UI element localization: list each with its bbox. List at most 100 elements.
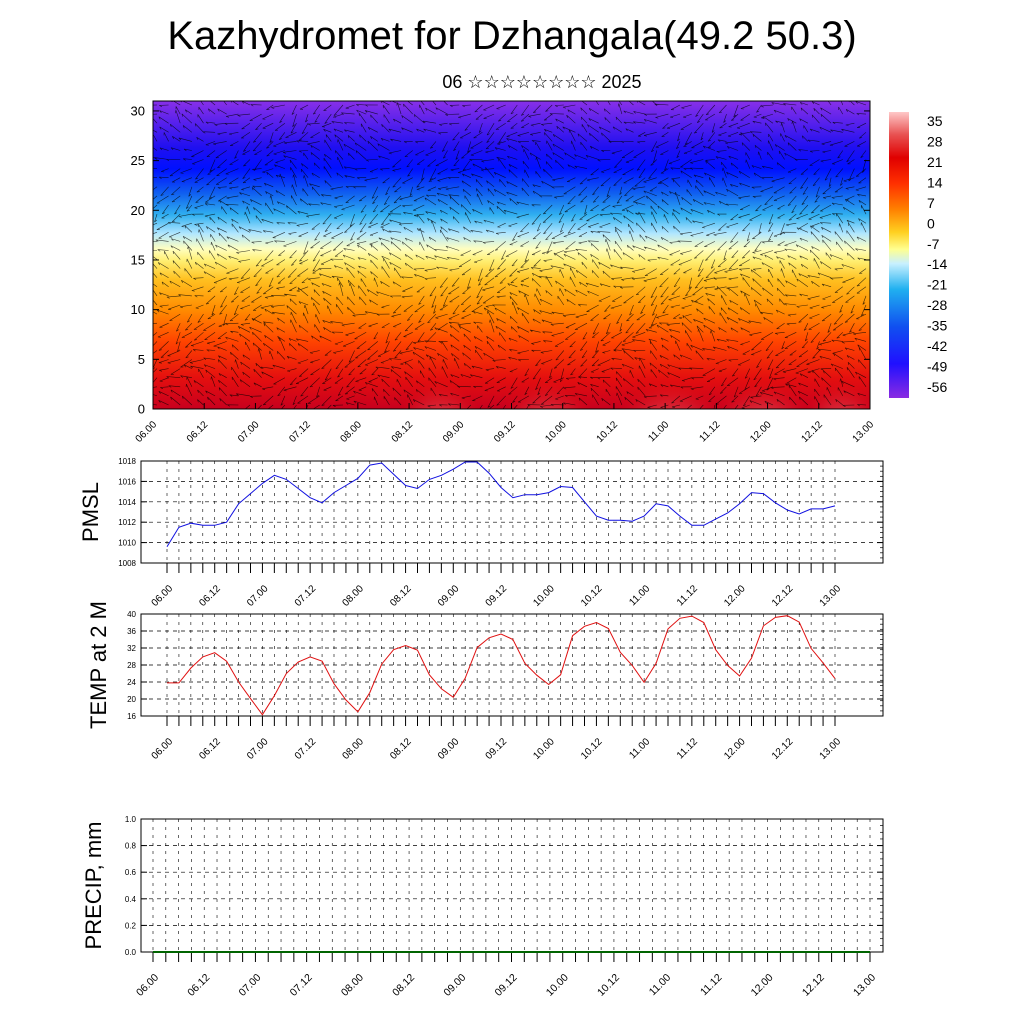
x-tick-label: 10.12 [579,583,605,609]
colorbar-labels: 35 28 21 14 7 0 -7 -14 -21 -28 -35 -42 -49 -56 [927,113,947,395]
heatmap-x-tick-label: 07.00 [236,419,262,445]
x-tick-label: 12.12 [800,972,827,999]
x-tick-label: 10.12 [579,736,605,762]
warm-area-3 [711,328,814,409]
y-tick-label: 1008 [118,559,136,568]
x-tick-label: 06.12 [197,736,223,762]
x-tick-label: 08.12 [390,972,417,999]
colorbar-label: 35 [927,113,943,129]
chart-subtitle: 06 ☆☆☆☆☆☆☆☆ 2025 [442,72,642,92]
x-tick-label: 11.00 [627,583,652,608]
x-tick-label: 07.00 [245,736,271,762]
panel-frame [140,460,884,564]
y-tick-label: 0.2 [125,921,137,930]
y-tick-label: 0.4 [125,895,137,904]
heatmap-x-tick-label: 06.12 [185,419,211,445]
x-tick-label: 08.00 [341,583,367,609]
x-tick-label: 08.12 [388,583,414,609]
x-tick-label: 09.00 [441,972,468,999]
heatmap-x-tick-label: 06.00 [134,419,160,445]
heatmap-x-tick-label: 12.00 [748,419,774,445]
x-tick-label: 09.12 [484,583,510,609]
heatmap-x-tick-label: 08.00 [339,419,365,445]
heatmap-x-tick-label: 10.12 [595,419,621,445]
colorbar-label: 28 [927,133,943,149]
heatmap-y-tick-label: 10 [131,302,145,317]
x-tick-label: 10.00 [544,972,571,999]
warm-area-2 [614,328,725,409]
y-tick-label: 0.8 [125,842,137,851]
precip-panel: 1.0 0.8 0.6 0.4 0.2 0.0 06.00 06.12 07.00 07.12 08… [81,815,884,999]
x-tick-label: 06.00 [150,583,176,609]
y-tick-label: 0.6 [125,868,137,877]
colorbar-label: -21 [927,277,947,293]
y-tick-label: 1012 [118,518,136,527]
heatmap-x-tick-label: 09.12 [492,419,518,445]
series-line [166,461,836,547]
colorbar-label: 14 [927,174,943,190]
x-tick-label: 13.00 [818,583,844,609]
y-tick-label: 16 [127,712,136,721]
x-tick-label: 07.12 [293,736,319,762]
colorbar-label: -7 [927,236,940,252]
y-tick-label: 1.0 [125,815,137,824]
warm-surface-areas [396,328,870,409]
x-tick-label: 07.12 [288,972,315,999]
x-tick-label: 11.00 [627,736,652,761]
heatmap-x-tick-label: 13.00 [851,419,877,445]
colorbar-label: 7 [927,195,935,211]
heatmap-x-tick-label: 08.12 [390,419,416,445]
y-tick-label: 36 [127,627,136,636]
x-tick-label: 08.00 [341,736,367,762]
colorbar-ramp [889,112,909,398]
x-tick-label: 07.00 [236,972,263,999]
heatmap-panel: 0 5 10 15 20 25 30 06.00 06.12 07.00 07.12 08.00 08.… [131,100,877,445]
x-tick-label: 12.12 [770,583,796,609]
series-line [167,615,836,716]
heatmap-x-tick-label: 12.12 [799,419,825,445]
heatmap-y-tick-label: 25 [131,153,145,168]
y-tick-label: 0.0 [125,948,137,957]
wind-vector-field [153,101,867,409]
colorbar-label: -14 [927,256,947,272]
y-tick-label: 24 [127,678,136,687]
x-tick-label: 06.12 [185,972,212,999]
x-tick-label: 06.00 [150,736,176,762]
y-tick-label: 20 [127,695,136,704]
heatmap-x-tick-label: 11.12 [698,419,723,444]
x-tick-label: 13.00 [851,972,878,999]
x-tick-label: 09.00 [436,583,462,609]
x-tick-label: 11.12 [675,736,700,761]
heatmap-y-tick-label: 5 [138,352,145,367]
x-tick-label: 11.00 [647,972,674,999]
heatmap-y-tick-label: 15 [131,252,145,267]
x-tick-label: 12.00 [722,736,748,762]
y-axis-title: TEMP at 2 M [86,601,111,729]
y-tick-label: 40 [127,610,136,619]
x-tick-label: 13.00 [818,736,844,762]
x-tick-label: 11.12 [675,583,700,608]
panel-frame [140,818,884,953]
x-tick-label: 06.12 [197,583,223,609]
x-tick-label: 08.12 [388,736,414,762]
y-tick-label: 1010 [118,539,136,548]
heatmap-x-tick-label: 07.12 [287,419,313,445]
x-tick-label: 09.12 [484,736,510,762]
colorbar: 35 28 21 14 7 0 -7 -14 -21 -28 -35 -42 -49 -56 [889,112,947,398]
x-tick-label: 10.00 [531,736,557,762]
colorbar-label: -42 [927,338,947,354]
warm-area-1 [500,328,595,409]
heatmap-y-tick-label: 30 [131,103,145,118]
heatmap-x-tick-label: 11.00 [646,419,671,444]
chart-title: Kazhydromet for Dzhangala(49.2 50.3) [167,14,857,58]
heatmap-y-tick-label: 0 [138,402,145,417]
heatmap-y-tick-label: 20 [131,203,145,218]
x-tick-label: 08.00 [339,972,366,999]
colorbar-label: -56 [927,379,947,395]
colorbar-label: -35 [927,318,947,334]
x-tick-label: 10.00 [531,583,557,609]
y-axis-title: PRECIP, mm [81,822,106,950]
temp-panel: 40 36 32 28 24 20 16 06.00 06.12 07.00 07.12 08.00 0… [86,601,884,762]
y-axis-title: PMSL [78,482,103,542]
heatmap-x-tick-label: 10.00 [543,419,569,445]
